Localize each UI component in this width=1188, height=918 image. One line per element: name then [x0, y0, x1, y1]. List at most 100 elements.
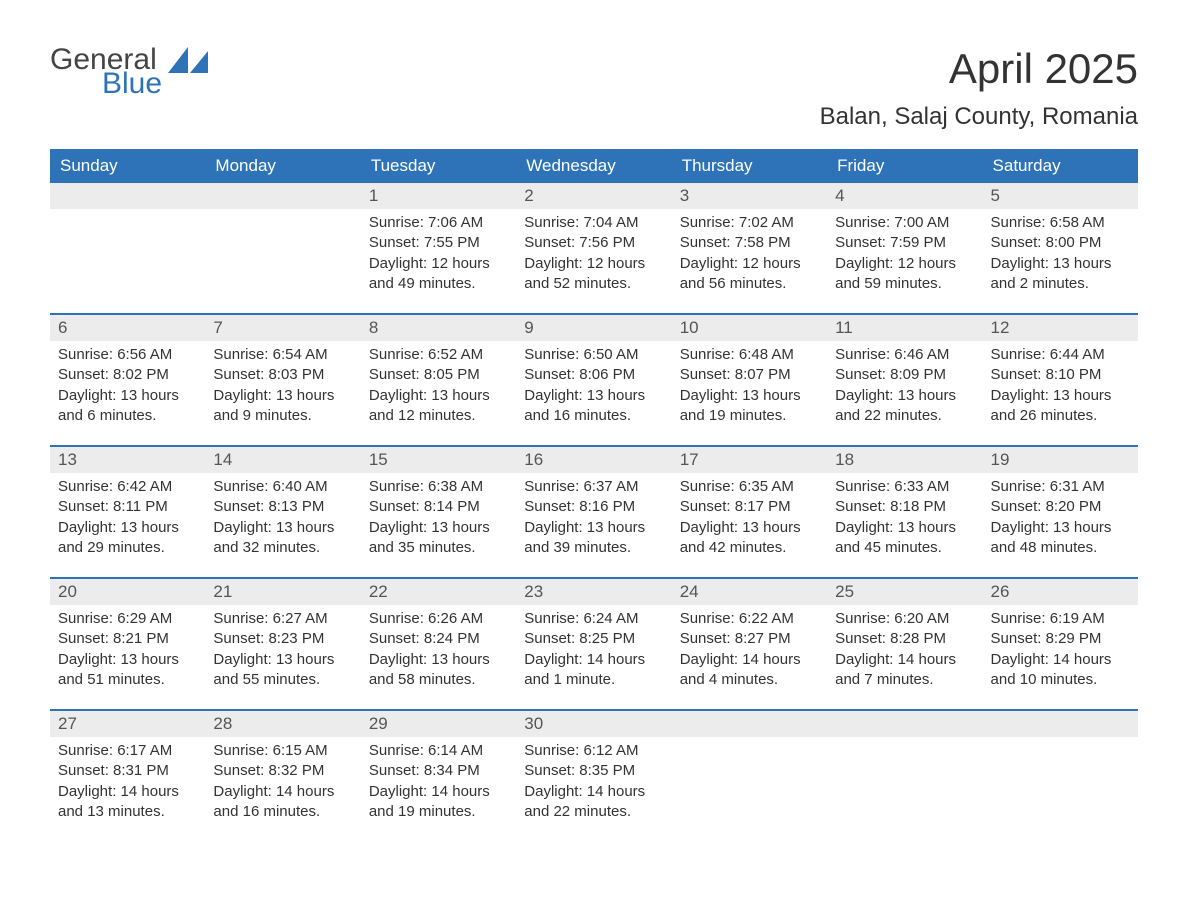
- sunset-text: Sunset: 8:28 PM: [835, 629, 974, 649]
- day-number: [205, 183, 360, 209]
- sunrise-text: Sunrise: 6:33 AM: [835, 477, 974, 497]
- day-cell: 19Sunrise: 6:31 AMSunset: 8:20 PMDayligh…: [983, 447, 1138, 565]
- day-number: 26: [983, 579, 1138, 605]
- day-number: 7: [205, 315, 360, 341]
- day2-text: and 7 minutes.: [835, 670, 974, 690]
- sunset-text: Sunset: 8:18 PM: [835, 497, 974, 517]
- day-body: Sunrise: 6:19 AMSunset: 8:29 PMDaylight:…: [983, 605, 1138, 696]
- day2-text: and 16 minutes.: [524, 406, 663, 426]
- day-number: 19: [983, 447, 1138, 473]
- sunrise-text: Sunrise: 6:35 AM: [680, 477, 819, 497]
- day1-text: Daylight: 13 hours: [369, 386, 508, 406]
- day2-text: and 39 minutes.: [524, 538, 663, 558]
- weekday-saturday: Saturday: [983, 149, 1138, 183]
- day-body: Sunrise: 6:31 AMSunset: 8:20 PMDaylight:…: [983, 473, 1138, 564]
- sunrise-text: Sunrise: 6:17 AM: [58, 741, 197, 761]
- day-body: Sunrise: 7:04 AMSunset: 7:56 PMDaylight:…: [516, 209, 671, 300]
- week-row: 27Sunrise: 6:17 AMSunset: 8:31 PMDayligh…: [50, 709, 1138, 829]
- weekday-wednesday: Wednesday: [516, 149, 671, 183]
- day-cell: 12Sunrise: 6:44 AMSunset: 8:10 PMDayligh…: [983, 315, 1138, 433]
- day-cell: 17Sunrise: 6:35 AMSunset: 8:17 PMDayligh…: [672, 447, 827, 565]
- day-number: [50, 183, 205, 209]
- day-cell: 3Sunrise: 7:02 AMSunset: 7:58 PMDaylight…: [672, 183, 827, 301]
- sunset-text: Sunset: 8:09 PM: [835, 365, 974, 385]
- day1-text: Daylight: 13 hours: [991, 386, 1130, 406]
- weekday-tuesday: Tuesday: [361, 149, 516, 183]
- day1-text: Daylight: 13 hours: [213, 386, 352, 406]
- day2-text: and 12 minutes.: [369, 406, 508, 426]
- day-body: Sunrise: 6:14 AMSunset: 8:34 PMDaylight:…: [361, 737, 516, 828]
- day2-text: and 48 minutes.: [991, 538, 1130, 558]
- day2-text: and 16 minutes.: [213, 802, 352, 822]
- day-body: Sunrise: 6:33 AMSunset: 8:18 PMDaylight:…: [827, 473, 982, 564]
- day-number: 25: [827, 579, 982, 605]
- day1-text: Daylight: 12 hours: [680, 254, 819, 274]
- weekday-friday: Friday: [827, 149, 982, 183]
- day2-text: and 9 minutes.: [213, 406, 352, 426]
- day1-text: Daylight: 14 hours: [524, 782, 663, 802]
- sunrise-text: Sunrise: 6:14 AM: [369, 741, 508, 761]
- day-body: Sunrise: 6:27 AMSunset: 8:23 PMDaylight:…: [205, 605, 360, 696]
- day1-text: Daylight: 14 hours: [213, 782, 352, 802]
- day2-text: and 22 minutes.: [524, 802, 663, 822]
- day-body: Sunrise: 7:00 AMSunset: 7:59 PMDaylight:…: [827, 209, 982, 300]
- sunset-text: Sunset: 8:00 PM: [991, 233, 1130, 253]
- day1-text: Daylight: 13 hours: [213, 518, 352, 538]
- sunrise-text: Sunrise: 6:46 AM: [835, 345, 974, 365]
- day2-text: and 6 minutes.: [58, 406, 197, 426]
- day2-text: and 19 minutes.: [680, 406, 819, 426]
- day1-text: Daylight: 13 hours: [835, 518, 974, 538]
- sunset-text: Sunset: 8:29 PM: [991, 629, 1130, 649]
- day1-text: Daylight: 13 hours: [58, 386, 197, 406]
- day1-text: Daylight: 13 hours: [58, 518, 197, 538]
- day1-text: Daylight: 14 hours: [524, 650, 663, 670]
- day-cell: 24Sunrise: 6:22 AMSunset: 8:27 PMDayligh…: [672, 579, 827, 697]
- day-cell: 13Sunrise: 6:42 AMSunset: 8:11 PMDayligh…: [50, 447, 205, 565]
- day1-text: Daylight: 13 hours: [369, 518, 508, 538]
- day1-text: Daylight: 13 hours: [524, 386, 663, 406]
- sunrise-text: Sunrise: 6:27 AM: [213, 609, 352, 629]
- day-number: 16: [516, 447, 671, 473]
- sunrise-text: Sunrise: 6:48 AM: [680, 345, 819, 365]
- weekday-monday: Monday: [205, 149, 360, 183]
- day1-text: Daylight: 12 hours: [835, 254, 974, 274]
- day2-text: and 1 minute.: [524, 670, 663, 690]
- day-number: [672, 711, 827, 737]
- day-cell: 9Sunrise: 6:50 AMSunset: 8:06 PMDaylight…: [516, 315, 671, 433]
- day-number: 13: [50, 447, 205, 473]
- day-cell: 14Sunrise: 6:40 AMSunset: 8:13 PMDayligh…: [205, 447, 360, 565]
- day-cell: 20Sunrise: 6:29 AMSunset: 8:21 PMDayligh…: [50, 579, 205, 697]
- week-row: 13Sunrise: 6:42 AMSunset: 8:11 PMDayligh…: [50, 445, 1138, 565]
- day2-text: and 19 minutes.: [369, 802, 508, 822]
- sunset-text: Sunset: 8:06 PM: [524, 365, 663, 385]
- day-cell: 11Sunrise: 6:46 AMSunset: 8:09 PMDayligh…: [827, 315, 982, 433]
- sunrise-text: Sunrise: 6:56 AM: [58, 345, 197, 365]
- sunset-text: Sunset: 8:16 PM: [524, 497, 663, 517]
- day-cell: 6 Sunrise: 6:56 AMSunset: 8:02 PMDaylight…: [50, 315, 205, 433]
- day-number: 5: [983, 183, 1138, 209]
- day-body: Sunrise: 6:52 AMSunset: 8:05 PMDaylight:…: [361, 341, 516, 432]
- weekday-thursday: Thursday: [672, 149, 827, 183]
- day-cell: 8Sunrise: 6:52 AMSunset: 8:05 PMDaylight…: [361, 315, 516, 433]
- sunrise-text: Sunrise: 6:19 AM: [991, 609, 1130, 629]
- weekday-header-row: SundayMondayTuesdayWednesdayThursdayFrid…: [50, 149, 1138, 183]
- day-cell: 29Sunrise: 6:14 AMSunset: 8:34 PMDayligh…: [361, 711, 516, 829]
- day1-text: Daylight: 13 hours: [524, 518, 663, 538]
- sunrise-text: Sunrise: 6:20 AM: [835, 609, 974, 629]
- day2-text: and 51 minutes.: [58, 670, 197, 690]
- day-cell: 15Sunrise: 6:38 AMSunset: 8:14 PMDayligh…: [361, 447, 516, 565]
- location: Balan, Salaj County, Romania: [820, 103, 1138, 131]
- day1-text: Daylight: 13 hours: [680, 518, 819, 538]
- day-number: 3: [672, 183, 827, 209]
- day-number: 6: [50, 315, 205, 341]
- day-body: Sunrise: 6:26 AMSunset: 8:24 PMDaylight:…: [361, 605, 516, 696]
- day-cell: 16Sunrise: 6:37 AMSunset: 8:16 PMDayligh…: [516, 447, 671, 565]
- sunrise-text: Sunrise: 6:24 AM: [524, 609, 663, 629]
- sunset-text: Sunset: 8:02 PM: [58, 365, 197, 385]
- day-body: Sunrise: 6:42 AMSunset: 8:11 PMDaylight:…: [50, 473, 205, 564]
- sunrise-text: Sunrise: 6:54 AM: [213, 345, 352, 365]
- day-cell: 25Sunrise: 6:20 AMSunset: 8:28 PMDayligh…: [827, 579, 982, 697]
- day-cell: 22Sunrise: 6:26 AMSunset: 8:24 PMDayligh…: [361, 579, 516, 697]
- calendar: SundayMondayTuesdayWednesdayThursdayFrid…: [50, 149, 1138, 829]
- day-cell: 2Sunrise: 7:04 AMSunset: 7:56 PMDaylight…: [516, 183, 671, 301]
